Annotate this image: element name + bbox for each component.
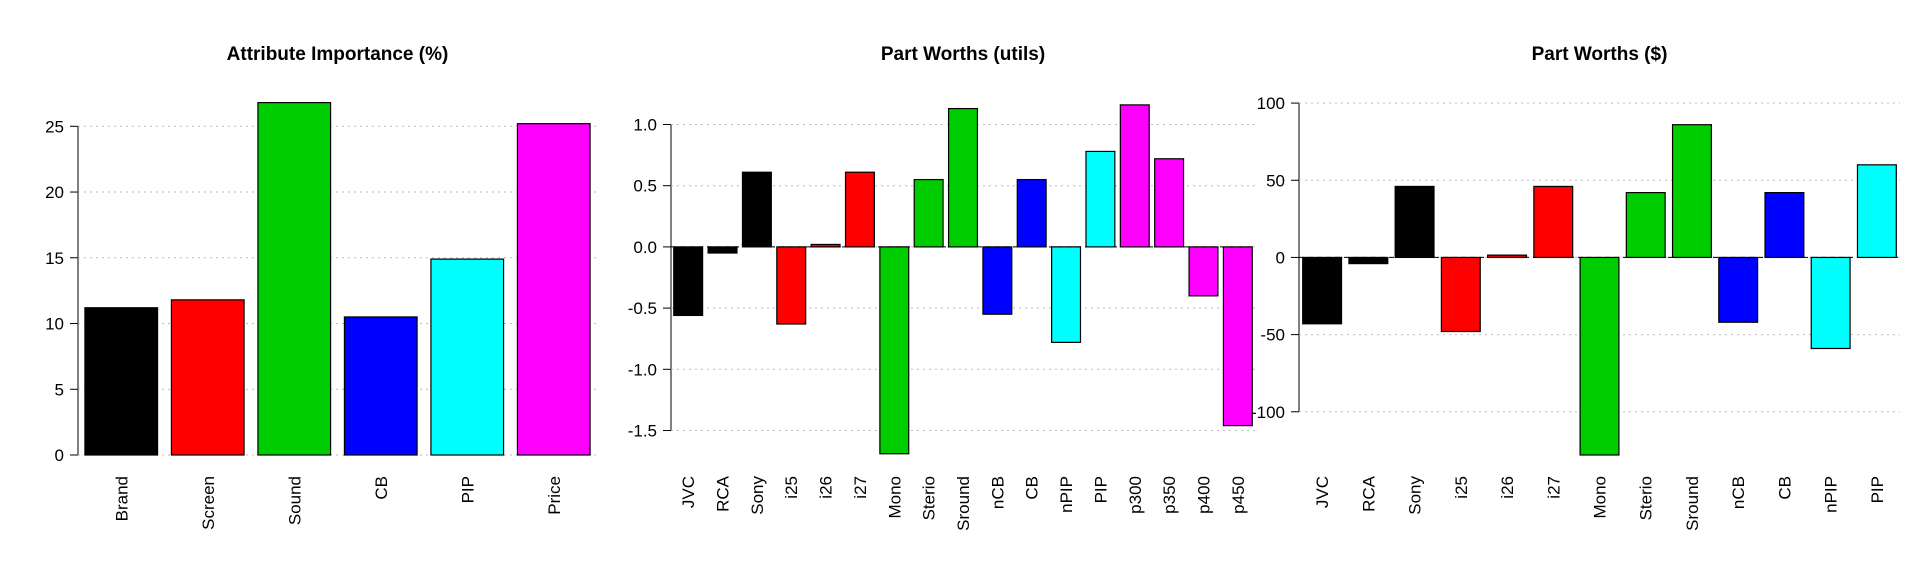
y-tick-label: 0.5 <box>633 177 657 196</box>
x-tick-label: nCB <box>1729 476 1748 509</box>
bar <box>430 258 505 456</box>
y-tick-label: 1.0 <box>633 115 657 134</box>
bar <box>1810 256 1851 350</box>
bar <box>1348 256 1389 265</box>
x-tick-label: Sterio <box>1637 476 1656 520</box>
x-tick-label: Sterio <box>920 476 939 520</box>
y-tick-label: 20 <box>45 183 64 202</box>
bar <box>707 246 738 254</box>
x-tick-label: CB <box>372 476 391 500</box>
bar <box>1154 158 1185 248</box>
x-tick-label: Sony <box>1406 476 1425 515</box>
x-tick-label: i27 <box>851 476 870 499</box>
bar <box>879 246 910 455</box>
y-tick-label: 0.0 <box>633 238 657 257</box>
x-tick-label: Mono <box>1591 476 1610 519</box>
x-tick-label: Brand <box>112 476 131 521</box>
bar <box>1119 104 1150 248</box>
bar <box>1487 254 1528 259</box>
bar <box>913 178 944 248</box>
bar <box>982 246 1013 315</box>
x-tick-label: PIP <box>1091 476 1110 503</box>
x-tick-label: CB <box>1023 476 1042 500</box>
bar <box>810 243 841 248</box>
y-tick-label: -50 <box>1260 326 1285 345</box>
y-tick-label: 50 <box>1266 171 1285 190</box>
chart-title: Part Worths (utils) <box>881 44 1045 65</box>
x-tick-label: Sony <box>748 476 767 515</box>
x-tick-label: i26 <box>1498 476 1517 499</box>
x-tick-label: Screen <box>199 476 218 530</box>
bar <box>741 171 772 248</box>
bar <box>776 246 807 325</box>
y-tick-label: 0 <box>1276 248 1285 267</box>
y-tick-label: 25 <box>45 117 64 136</box>
y-tick-label: -100 <box>1251 403 1285 422</box>
x-tick-label: PIP <box>458 476 477 503</box>
x-tick-label: RCA <box>1359 475 1378 512</box>
x-tick-label: PIP <box>1868 476 1887 503</box>
chart-title: Attribute Importance (%) <box>227 44 449 65</box>
bar <box>170 299 245 456</box>
x-tick-label: JVC <box>1313 476 1332 508</box>
bar <box>1051 246 1082 343</box>
bar <box>1625 192 1666 259</box>
x-tick-label: JVC <box>679 476 698 508</box>
y-tick-label: 10 <box>45 315 64 334</box>
y-tick-label: 0 <box>55 446 64 465</box>
bar <box>257 102 332 456</box>
y-tick-label: 5 <box>55 380 64 399</box>
bar <box>1016 178 1047 248</box>
bar <box>516 123 591 456</box>
y-tick-label: -1.5 <box>628 422 657 441</box>
chart-title: Part Worths ($) <box>1532 44 1668 65</box>
bar <box>343 316 418 456</box>
bar <box>947 107 979 248</box>
y-tick-label: -0.5 <box>628 299 657 318</box>
bar <box>673 246 704 317</box>
y-tick-label: -1.0 <box>628 360 657 379</box>
y-tick-label: 100 <box>1257 94 1285 113</box>
bar <box>1222 246 1253 427</box>
bar <box>1671 124 1712 259</box>
x-tick-label: Price <box>545 476 564 515</box>
bar <box>1764 192 1805 259</box>
x-tick-label: nCB <box>988 476 1007 509</box>
x-tick-label: Mono <box>885 476 904 519</box>
x-tick-label: RCA <box>714 475 733 512</box>
bar <box>1440 256 1481 333</box>
x-tick-label: p300 <box>1126 476 1145 514</box>
y-tick-label: 15 <box>45 249 64 268</box>
bar <box>1302 256 1343 325</box>
x-tick-label: Sround <box>1683 476 1702 531</box>
x-tick-label: nPIP <box>1822 476 1841 513</box>
x-tick-label: i26 <box>817 476 836 499</box>
bar <box>84 307 159 456</box>
x-tick-label: i25 <box>782 476 801 499</box>
bar <box>1856 164 1897 259</box>
x-tick-label: Sround <box>954 476 973 531</box>
x-tick-label: i25 <box>1452 476 1471 499</box>
bar <box>1533 185 1574 259</box>
bar <box>1188 246 1219 297</box>
x-tick-label: i27 <box>1544 476 1563 499</box>
bar <box>1394 185 1435 259</box>
x-tick-label: CB <box>1775 476 1794 500</box>
bar <box>1718 256 1759 323</box>
x-tick-label: nPIP <box>1057 476 1076 513</box>
bar <box>844 171 875 248</box>
x-tick-label: p450 <box>1229 476 1248 514</box>
bar <box>1085 150 1116 248</box>
x-tick-label: p400 <box>1194 476 1213 514</box>
bar <box>1579 256 1620 456</box>
x-tick-label: Sound <box>285 476 304 525</box>
x-tick-label: p350 <box>1160 476 1179 514</box>
